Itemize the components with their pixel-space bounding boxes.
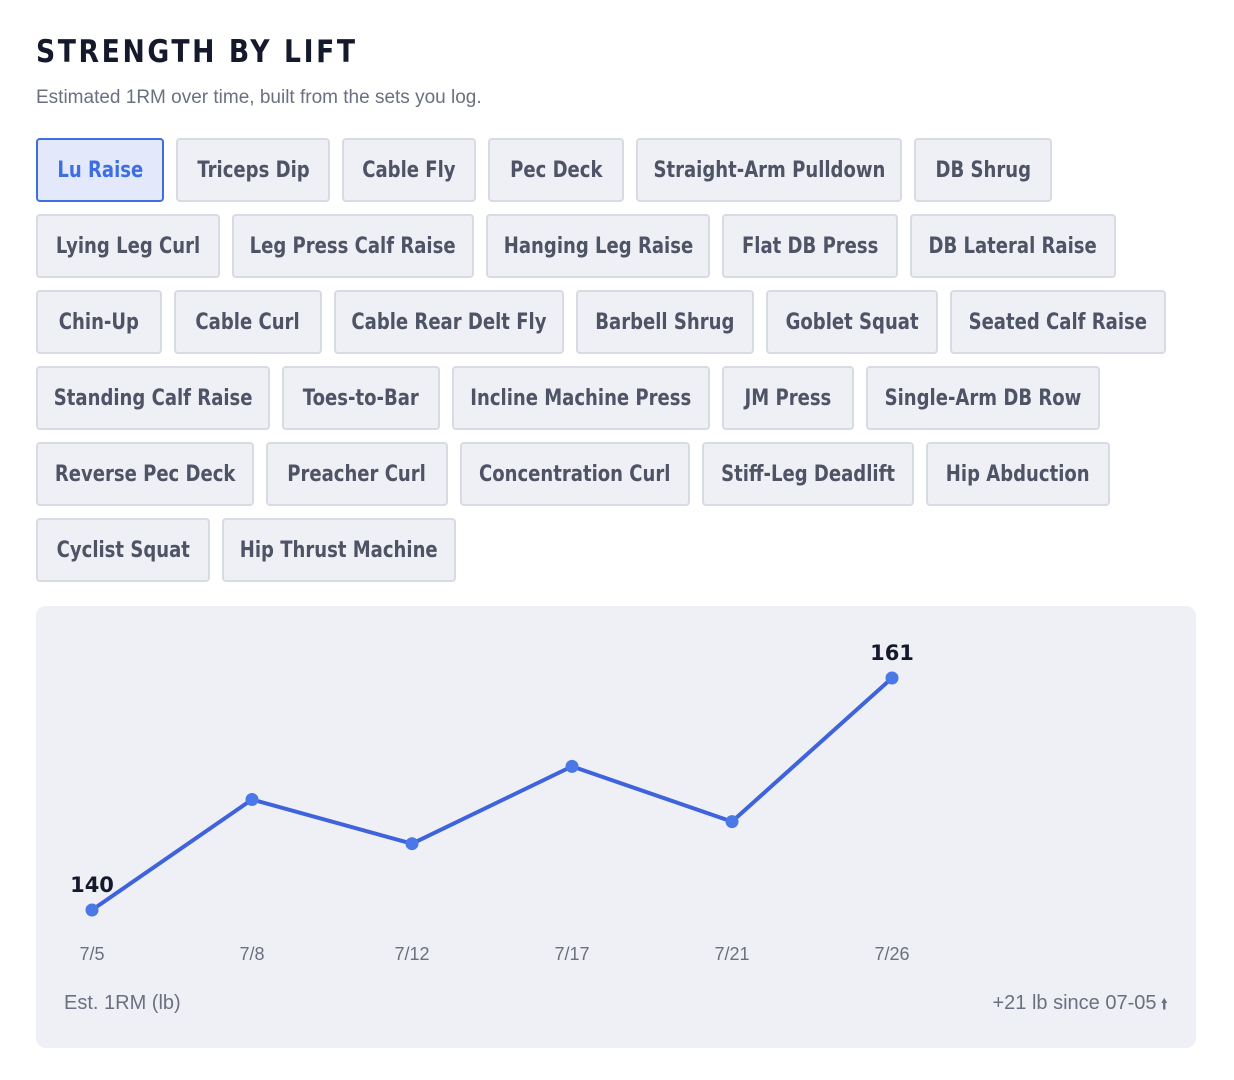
- data-point-7-26: [885, 671, 899, 685]
- change-text: +21 lb since 07-05: [992, 992, 1157, 1014]
- lift-chip-incline-machine-press[interactable]: Incline Machine Press: [452, 366, 710, 430]
- lift-chip-stiff-leg-deadlift[interactable]: Stiff-Leg Deadlift: [702, 442, 914, 506]
- lift-chip-toes-to-bar[interactable]: Toes-to-Bar: [282, 366, 440, 430]
- lift-chip-label: Concentration Curl: [479, 461, 671, 487]
- lift-chip-label: Cable Rear Delt Fly: [351, 309, 547, 335]
- x-tick-label: 7/17: [554, 944, 589, 964]
- lift-chip-hanging-leg-raise[interactable]: Hanging Leg Raise: [486, 214, 710, 278]
- lift-chip-lu-raise[interactable]: Lu Raise: [36, 138, 164, 202]
- lift-chip-label: Reverse Pec Deck: [54, 461, 236, 487]
- lift-chip-label: Barbell Shrug: [595, 309, 735, 335]
- lift-chip-label: Flat DB Press: [741, 233, 879, 259]
- lift-chip-row: Standing Calf Raise Toes-to-Bar Incline Ma…: [36, 366, 1206, 430]
- lift-chip-label: Hip Thrust Machine: [240, 537, 438, 563]
- lift-chip-cable-fly[interactable]: Cable Fly: [342, 138, 476, 202]
- lift-chip-label: Hanging Leg Raise: [503, 233, 693, 259]
- x-tick-label: 7/5: [79, 944, 104, 964]
- lift-chip-jm-press[interactable]: JM Press: [722, 366, 854, 430]
- lift-chip-hip-thrust-machine[interactable]: Hip Thrust Machine: [222, 518, 456, 582]
- lift-chip-label: Goblet Squat: [785, 309, 919, 335]
- lift-chip-reverse-pec-deck[interactable]: Reverse Pec Deck: [36, 442, 254, 506]
- lift-chip-label: Cable Curl: [195, 309, 301, 335]
- lift-chip-cyclist-squat[interactable]: Cyclist Squat: [36, 518, 210, 582]
- lift-chip-label: Straight-Arm Pulldown: [653, 157, 885, 183]
- change-summary: +21 lb since 07-05 🠙: [992, 992, 1168, 1019]
- lift-chip-preacher-curl[interactable]: Preacher Curl: [266, 442, 448, 506]
- lift-chip-concentration-curl[interactable]: Concentration Curl: [460, 442, 690, 506]
- lift-chip-seated-calf-raise[interactable]: Seated Calf Raise: [950, 290, 1166, 354]
- lift-chip-row: Reverse Pec Deck Preacher Curl Concentrati…: [36, 442, 1206, 506]
- x-tick-label: 7/8: [239, 944, 264, 964]
- lift-chip-label: Preacher Curl: [287, 461, 427, 487]
- lift-chip-straight-arm-pulldown[interactable]: Straight-Arm Pulldown: [636, 138, 902, 202]
- lift-chip-cable-curl[interactable]: Cable Curl: [174, 290, 322, 354]
- lift-chip-lying-leg-curl[interactable]: Lying Leg Curl: [36, 214, 220, 278]
- lift-chip-goblet-squat[interactable]: Goblet Squat: [766, 290, 938, 354]
- lift-chip-standing-calf-raise[interactable]: Standing Calf Raise: [36, 366, 270, 430]
- lift-chip-label: Cable Fly: [362, 157, 456, 183]
- lift-chip-row: Lying Leg Curl Leg Press Calf Raise Hangin…: [36, 214, 1206, 278]
- chart-card: 7/5 7/8 7/12 7/17 7/21 7/26 140 161 Est. 1RM (l…: [36, 606, 1196, 1048]
- data-point-7-8: [245, 793, 259, 807]
- lift-chip-leg-press-calf-raise[interactable]: Leg Press Calf Raise: [232, 214, 474, 278]
- line-chart: 7/5 7/8 7/12 7/17 7/21 7/26 140 161: [70, 641, 914, 964]
- lift-chip-label: Standing Calf Raise: [53, 385, 253, 411]
- lift-chip-label: Single-Arm DB Row: [884, 385, 1082, 411]
- lift-chip-label: Toes-to-Bar: [302, 385, 420, 411]
- lift-chip-label: Triceps Dip: [196, 157, 310, 183]
- lift-chip-label: Lu Raise: [57, 157, 143, 183]
- series-line: [90, 676, 894, 912]
- arrow-up-icon: 🠙: [1160, 995, 1168, 1013]
- lift-chip-row: Chin-Up Cable Curl Cable Rear Delt Fly Barb…: [36, 290, 1206, 354]
- x-tick-label: 7/21: [714, 944, 749, 964]
- lift-chip-row: Lu Raise Triceps Dip Cable Fly Pec Deck Stra…: [36, 138, 1206, 202]
- lift-chip-label: Incline Machine Press: [470, 385, 692, 411]
- lift-chip-chin-up[interactable]: Chin-Up: [36, 290, 162, 354]
- lift-chip-label: Seated Calf Raise: [968, 309, 1148, 335]
- data-point-7-12: [405, 837, 419, 851]
- lift-chip-pec-deck[interactable]: Pec Deck: [488, 138, 624, 202]
- data-point-7-17: [565, 759, 579, 773]
- data-point-7-5: [85, 903, 99, 917]
- page-title: STRENGTH BY LIFT: [36, 34, 358, 70]
- lift-chip-row: Cyclist Squat Hip Thrust Machine: [36, 518, 1206, 582]
- page-subtitle: Estimated 1RM over time, built from the …: [36, 87, 482, 108]
- lift-chip-label: Lying Leg Curl: [55, 233, 201, 259]
- lift-chip-single-arm-db-row[interactable]: Single-Arm DB Row: [866, 366, 1100, 430]
- lift-chip-db-lateral-raise[interactable]: DB Lateral Raise: [910, 214, 1116, 278]
- lift-chip-label: Pec Deck: [509, 157, 603, 183]
- data-label-7-5: 140: [70, 873, 114, 897]
- lift-chip-hip-abduction[interactable]: Hip Abduction: [926, 442, 1110, 506]
- lift-chip-label: DB Lateral Raise: [928, 233, 1098, 259]
- lift-chip-label: Hip Abduction: [946, 461, 1090, 487]
- lift-chip-label: JM Press: [744, 385, 832, 411]
- data-point-7-21: [725, 815, 739, 829]
- lift-chip-label: Leg Press Calf Raise: [250, 233, 457, 259]
- lift-chip-db-shrug[interactable]: DB Shrug: [914, 138, 1052, 202]
- lift-chip-label: DB Shrug: [935, 157, 1031, 183]
- lift-chip-cable-rear-delt-fly[interactable]: Cable Rear Delt Fly: [334, 290, 564, 354]
- y-axis-unit-label: Est. 1RM (lb): [64, 992, 181, 1014]
- x-tick-label: 7/26: [874, 944, 909, 964]
- lift-chip-label: Chin-Up: [58, 309, 140, 335]
- data-label-7-26: 161: [870, 641, 914, 665]
- lift-chip-label: Cyclist Squat: [56, 537, 190, 563]
- lift-chip-barbell-shrug[interactable]: Barbell Shrug: [576, 290, 754, 354]
- lift-chip-triceps-dip[interactable]: Triceps Dip: [176, 138, 330, 202]
- lift-chip-flat-db-press[interactable]: Flat DB Press: [722, 214, 898, 278]
- x-tick-label: 7/12: [394, 944, 429, 964]
- lift-chip-label: Stiff-Leg Deadlift: [721, 461, 895, 487]
- lift-selector: Lu Raise Triceps Dip Cable Fly Pec Deck Stra…: [36, 138, 1206, 594]
